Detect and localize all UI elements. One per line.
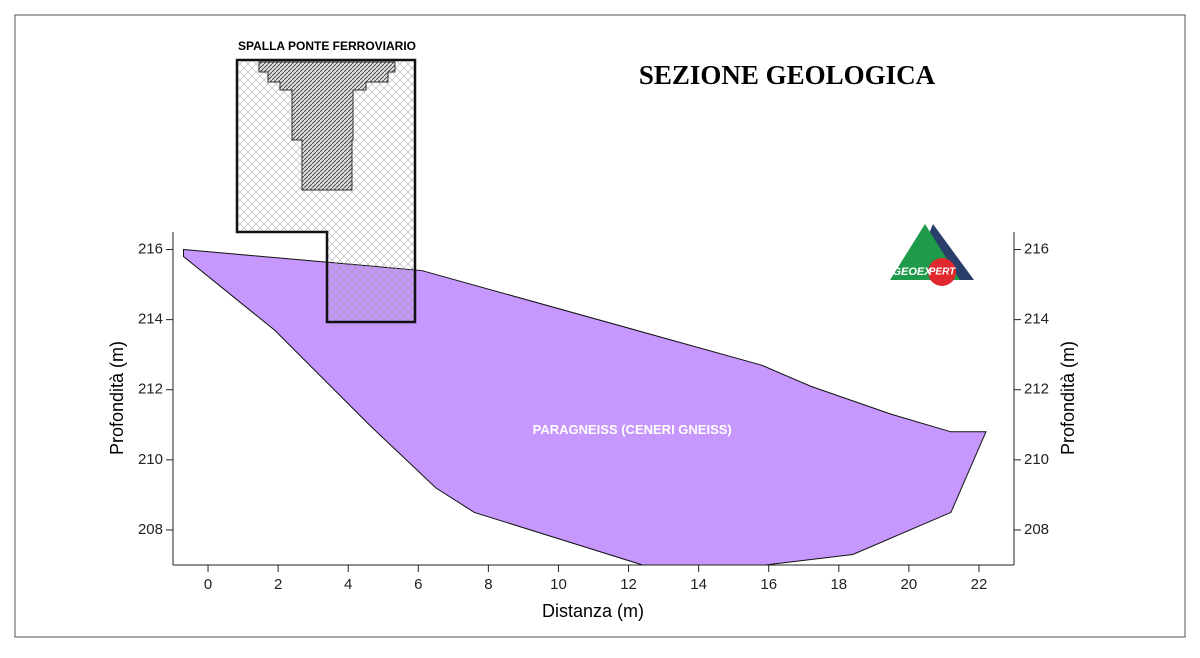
plot-area: PARAGNEISS (CENERI GNEISS) 0 2 4 6 8 10 12 14 16 1… [138,232,1049,593]
y-tick-label: 210 [138,451,163,468]
logo: GEOEX PERT [890,224,974,286]
x-tick-label: 10 [550,576,567,593]
frame [14,14,1186,638]
y-tick-label: 216 [138,240,163,257]
x-tick-label: 12 [620,576,637,593]
chart-title: SEZIONE GEOLOGICA [639,60,936,90]
x-tick-label: 4 [344,576,352,593]
y2-tick-label: 214 [1024,311,1049,328]
x-tick-label: 18 [830,576,847,593]
abutment-core [258,61,396,191]
x-tick-label: 2 [274,576,282,593]
x-tick-label: 8 [484,576,492,593]
structure-label: SPALLA PONTE FERROVIARIO [238,39,416,53]
abutment-outline [235,58,417,324]
x-tick-label: 0 [204,576,212,593]
y-axis-label: Profondità (m) [107,341,127,455]
abutment: SPALLA PONTE FERROVIARIO [235,39,417,324]
y-tick-label: 214 [138,311,163,328]
y-tick-label: 212 [138,381,163,398]
logo-text: PERT [929,267,956,278]
x-tick-label: 16 [760,576,777,593]
x-tick-label: 6 [414,576,422,593]
logo-shape [928,258,956,286]
y2-tick-label: 216 [1024,240,1049,257]
y2-tick-label: 210 [1024,451,1049,468]
layer [183,248,987,566]
y2-tick-label: 208 [1024,521,1049,538]
x-tick-label: 20 [901,576,918,593]
y-axis-label: Profondità (m) [1058,341,1078,455]
x-tick-label: 14 [690,576,707,593]
y2-tick-label: 212 [1024,381,1049,398]
layer-label: PARAGNEISS (CENERI GNEISS) [533,422,732,437]
x-axis-label: Distanza (m) [542,601,644,621]
logo-text: GEOEX [892,266,932,278]
y-tick-label: 208 [138,521,163,538]
x-tick-label: 22 [971,576,988,593]
